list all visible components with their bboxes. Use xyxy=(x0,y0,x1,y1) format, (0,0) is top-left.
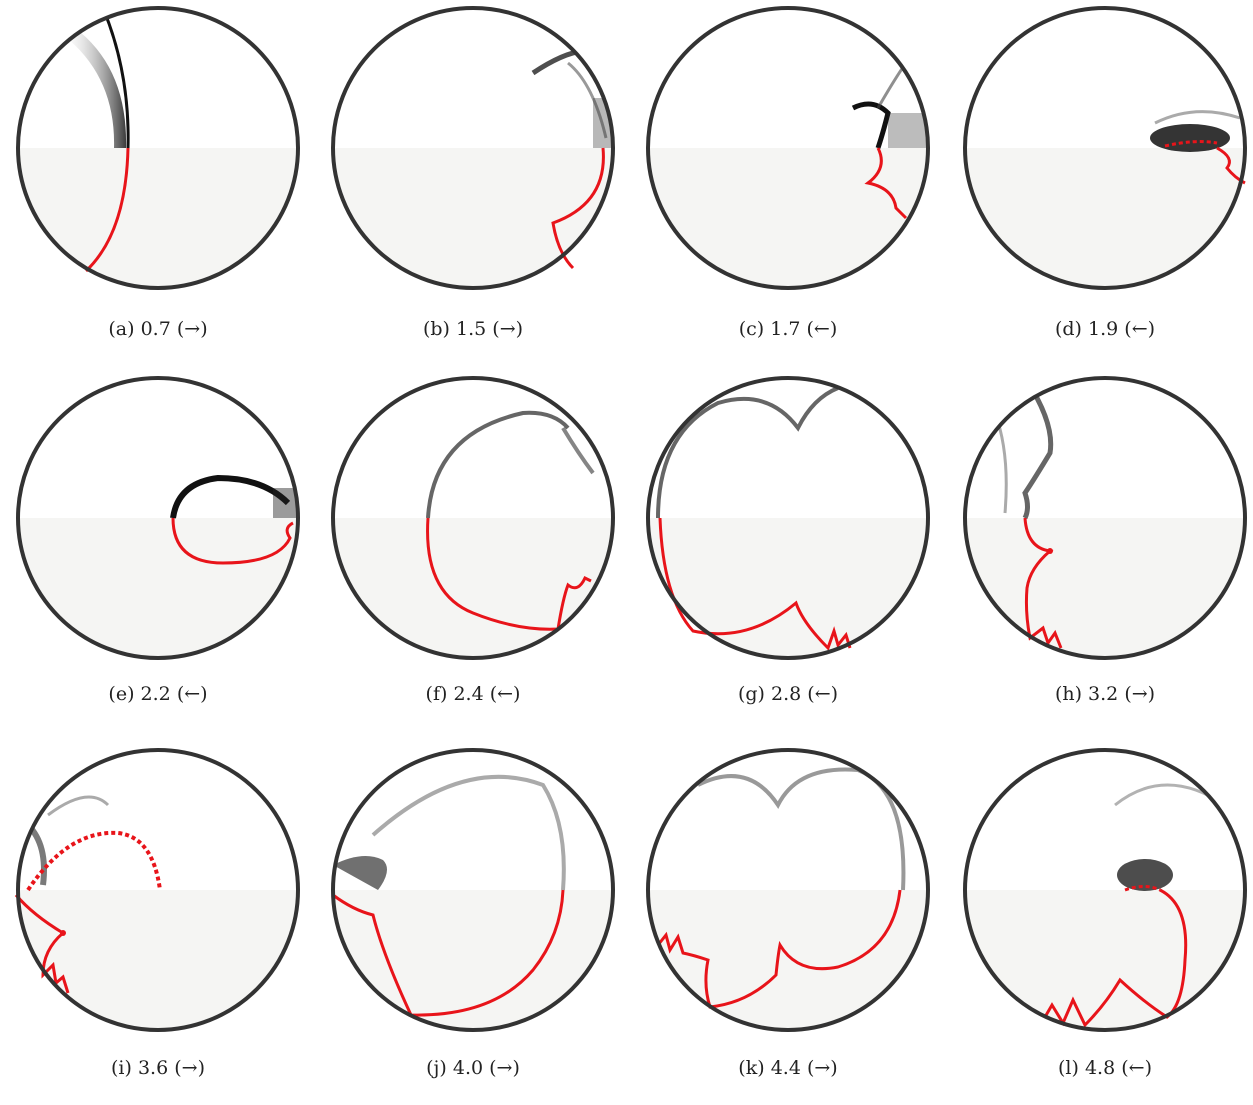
domain-boundary xyxy=(16,748,300,1032)
panel-l: (l) 4.8 (←) xyxy=(955,745,1253,1105)
panel-c-plot xyxy=(646,6,930,290)
panel-j-plot xyxy=(331,748,615,1032)
panel-i: (i) 3.6 (→) xyxy=(8,745,308,1105)
panel-k-plot xyxy=(646,748,930,1032)
domain-boundary xyxy=(331,376,615,660)
panel-h-plot xyxy=(963,376,1247,660)
lower-half xyxy=(965,890,1245,1030)
panel-h: (h) 3.2 (→) xyxy=(955,373,1253,733)
front-curve xyxy=(84,147,130,273)
panel-k: (k) 4.4 (→) xyxy=(638,745,938,1105)
caption-i: (i) 3.6 (→) xyxy=(111,1057,205,1079)
front-curve xyxy=(171,517,294,565)
panel-g: (g) 2.8 (←) xyxy=(638,373,938,733)
front-dotted xyxy=(1124,885,1161,892)
caption-c: (c) 1.7 (←) xyxy=(738,318,838,340)
panel-a-plot xyxy=(16,6,300,290)
front-curve xyxy=(332,889,565,1017)
caption-g: (g) 2.8 (←) xyxy=(737,683,839,705)
domain-boundary xyxy=(963,6,1247,290)
lower-half xyxy=(648,890,928,1030)
caption-h: (h) 3.2 (→) xyxy=(1054,683,1156,705)
shock-front-upper xyxy=(170,474,291,519)
wall-shade xyxy=(888,113,928,148)
front-curve xyxy=(426,517,592,631)
domain-boundary xyxy=(331,6,615,290)
reflected-wave xyxy=(561,426,595,475)
front-dotted xyxy=(26,830,162,892)
panel-b-plot xyxy=(331,6,615,290)
shock-front-upper xyxy=(101,8,130,149)
front-node xyxy=(60,930,66,936)
panel-c: (c) 1.7 (←) xyxy=(638,3,938,363)
shock-front-upper xyxy=(426,410,570,519)
front-curve xyxy=(1216,146,1246,185)
panel-l-plot xyxy=(963,748,1247,1032)
shock-front-upper xyxy=(371,774,566,891)
caption-b: (b) 1.5 (→) xyxy=(422,318,524,340)
front-curve xyxy=(14,894,70,994)
lower-half xyxy=(333,148,613,288)
panel-f: (f) 2.4 (←) xyxy=(323,373,623,733)
reflected-wave xyxy=(1154,110,1241,125)
lower-half xyxy=(18,148,298,288)
domain-boundary xyxy=(963,748,1247,1032)
lower-half xyxy=(648,518,928,658)
lower-half xyxy=(18,518,298,658)
front-node xyxy=(1047,548,1053,554)
caption-l: (l) 4.8 (←) xyxy=(1058,1057,1152,1079)
reflected-wave xyxy=(47,795,110,817)
front-curve xyxy=(656,889,902,1009)
domain-boundary xyxy=(646,748,930,1032)
shock-front-upper xyxy=(851,101,891,149)
lower-half xyxy=(965,518,1245,658)
front-dotted xyxy=(1164,140,1218,148)
shock-blob xyxy=(1117,859,1173,891)
panel-a: (a) 0.7 (→) xyxy=(8,3,308,363)
domain-boundary xyxy=(646,376,930,660)
caption-e: (e) 2.2 (←) xyxy=(108,683,208,705)
panel-i-plot xyxy=(14,748,300,1032)
panel-e: (e) 2.2 (←) xyxy=(8,373,308,733)
domain-boundary xyxy=(963,376,1247,660)
panel-j: (j) 4.0 (→) xyxy=(323,745,623,1105)
panel-d: (d) 1.9 (←) xyxy=(955,3,1253,363)
shock-front-upper xyxy=(697,767,906,891)
wall-shade xyxy=(333,856,387,890)
domain-boundary xyxy=(331,748,615,1032)
panel-d-plot xyxy=(963,6,1247,290)
shock-front-upper xyxy=(1022,378,1054,520)
shock-front-upper xyxy=(656,386,839,519)
front-curve xyxy=(864,147,908,220)
caption-j: (j) 4.0 (→) xyxy=(426,1057,520,1079)
shock-blob xyxy=(1150,124,1230,152)
domain-boundary xyxy=(646,6,930,290)
panel-f-plot xyxy=(331,376,615,660)
caption-f: (f) 2.4 (←) xyxy=(425,683,521,705)
domain-boundary xyxy=(16,6,300,290)
panel-g-plot xyxy=(646,376,930,660)
caption-d: (d) 1.9 (←) xyxy=(1054,318,1156,340)
front-curve xyxy=(658,517,852,651)
panel-e-plot xyxy=(16,376,300,660)
domain-boundary xyxy=(16,376,300,660)
reflected-wave xyxy=(567,61,608,139)
lower-half xyxy=(965,148,1245,288)
panel-b: (b) 1.5 (→) xyxy=(323,3,623,363)
caption-a: (a) 0.7 (→) xyxy=(108,318,208,340)
lower-half xyxy=(333,518,613,658)
caption-k: (k) 4.4 (→) xyxy=(738,1057,838,1079)
lower-half xyxy=(648,148,928,288)
